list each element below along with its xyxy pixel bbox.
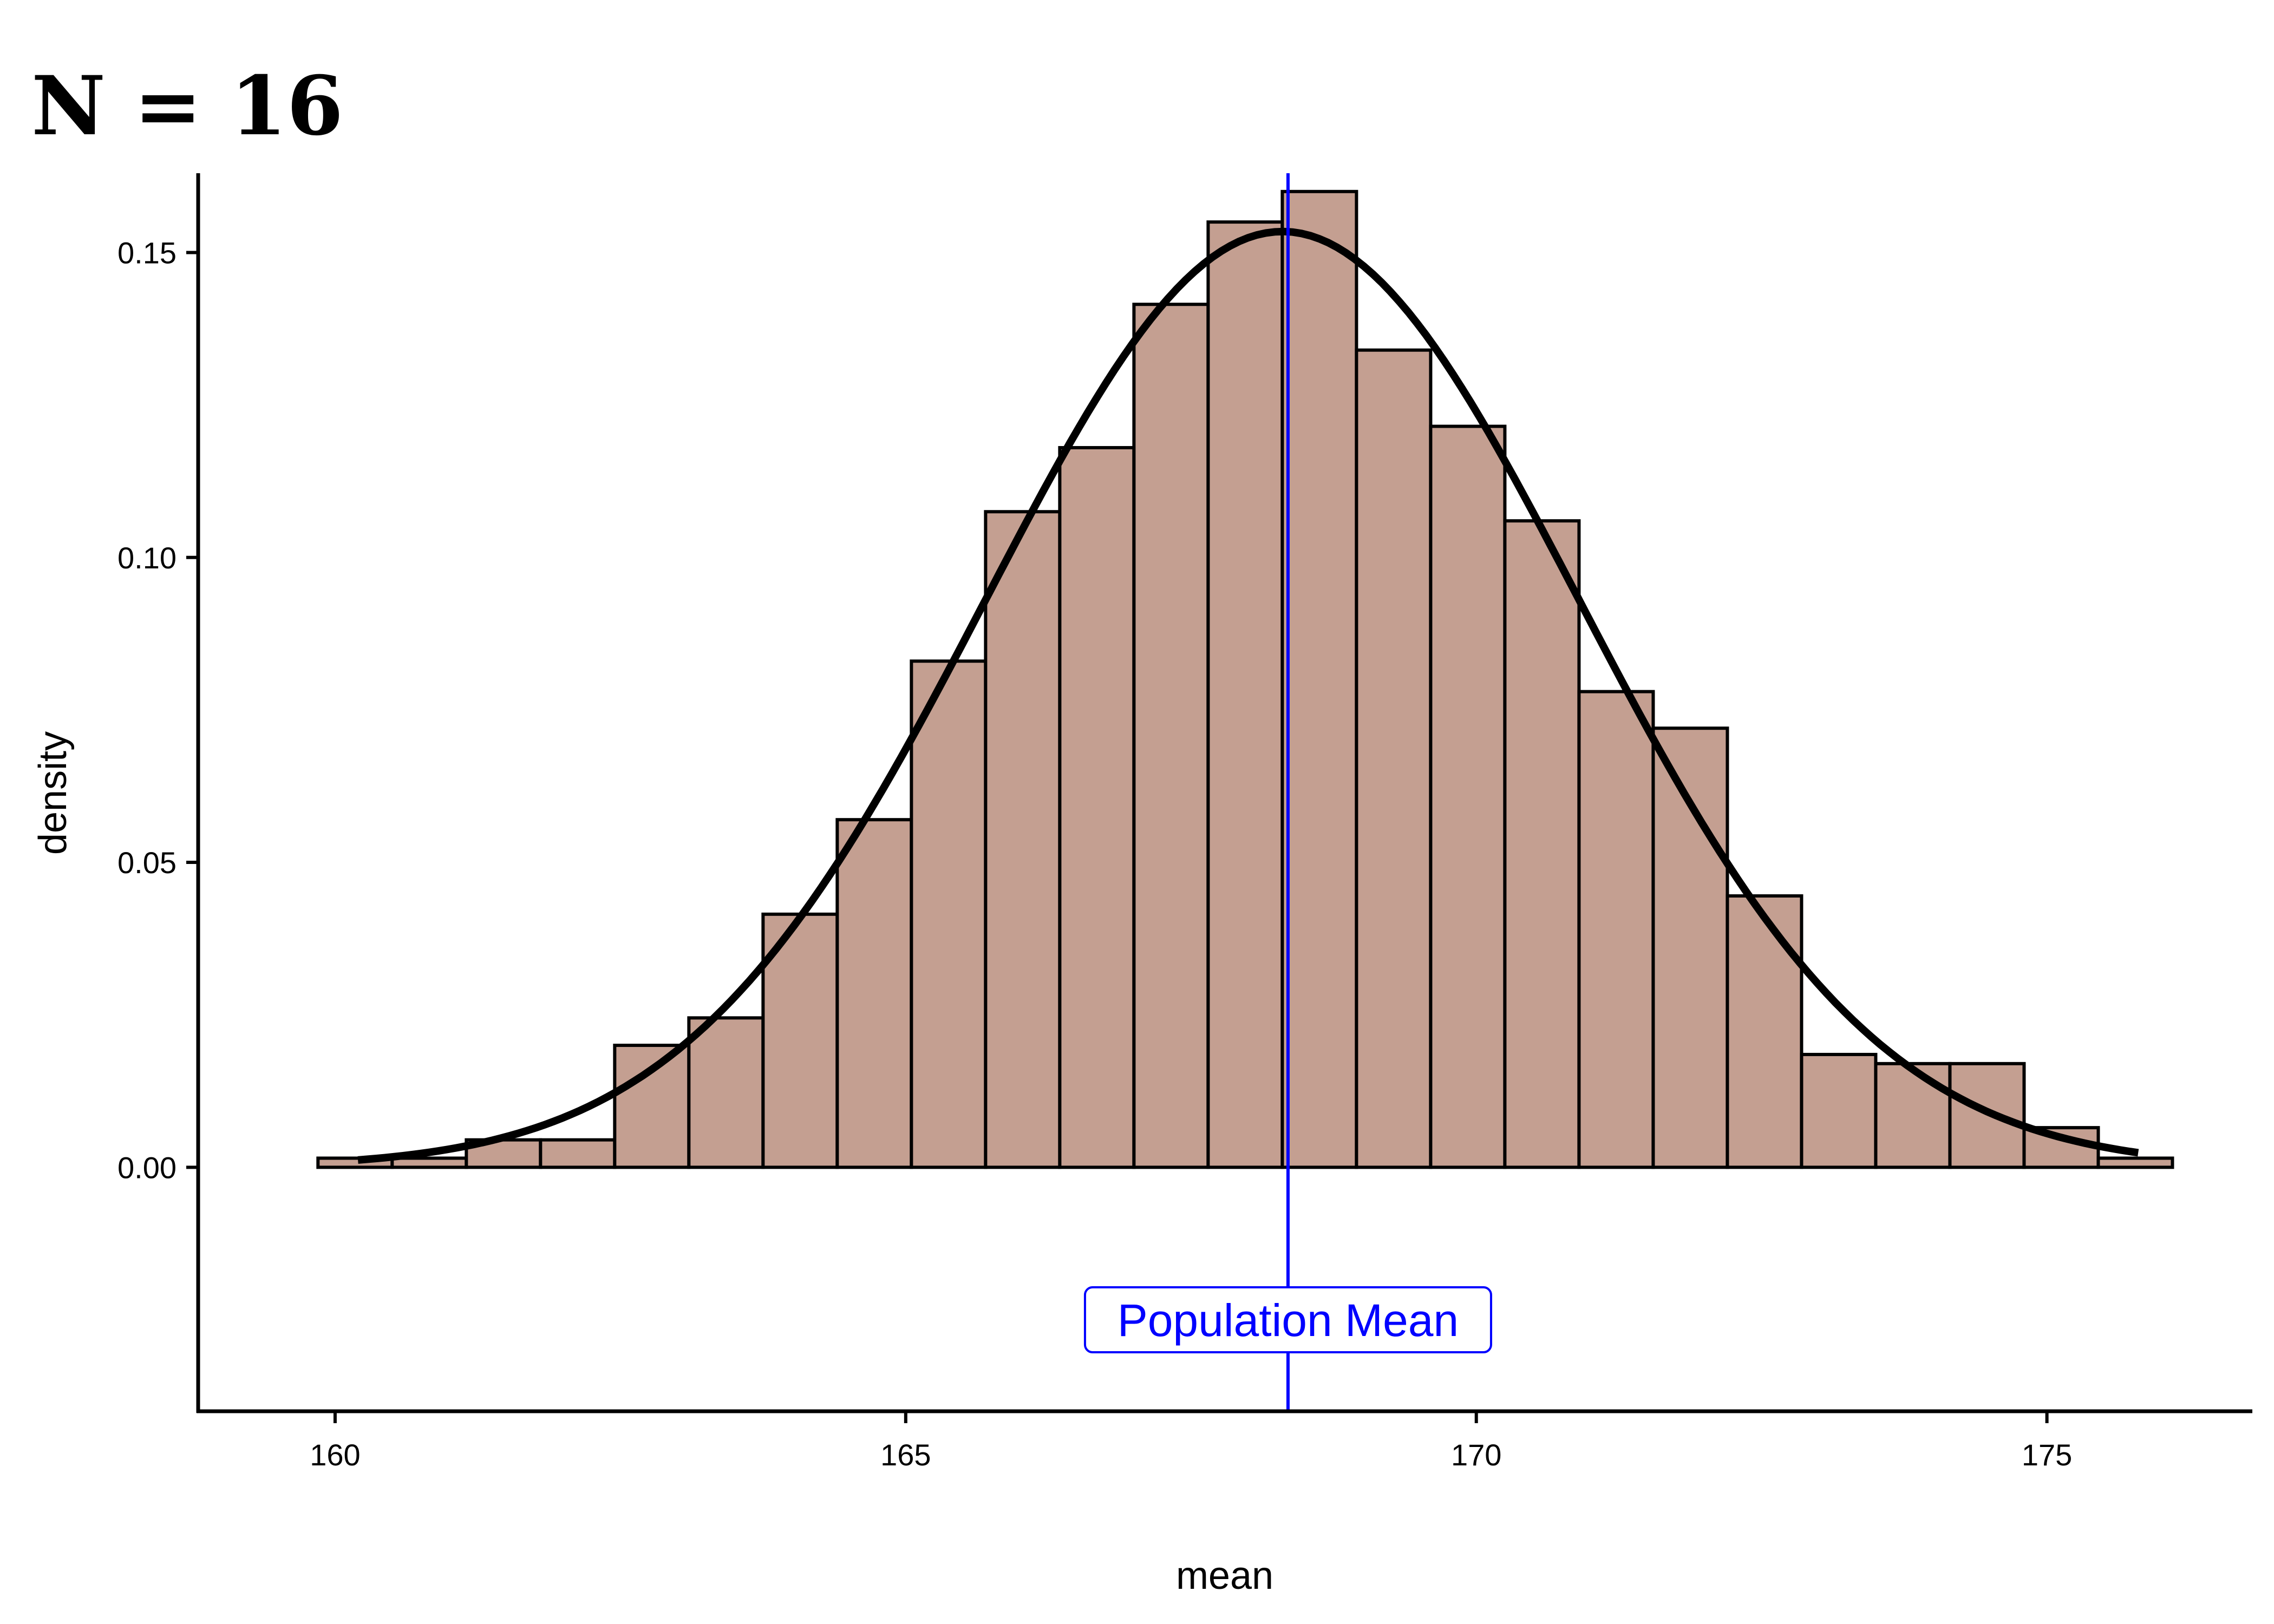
histogram-bar [390,1156,468,1169]
y-tick-label: 0.00 [117,1150,177,1184]
histogram-bar [835,818,913,1169]
histogram-bar [910,659,988,1169]
y-axis-title: density [31,731,75,855]
histogram-bar [984,510,1062,1169]
histogram-bar [1800,1052,1878,1169]
x-tick-label: 165 [880,1438,931,1472]
histogram-bar [1429,424,1507,1169]
histogram-bar [1280,189,1358,1169]
histogram-bar [2096,1156,2174,1169]
normal-density-curve [357,227,2139,1164]
y-tick-label: 0.05 [117,846,177,880]
x-tick-label: 170 [1451,1438,1501,1472]
population-mean-label-box [1083,1286,1492,1354]
histogram-bar [1577,690,1655,1169]
histogram-bar [687,1016,765,1169]
axes: 160 165 170 175 0.00 0.05 0.10 0.15 [117,173,2252,1472]
histogram-bar [1726,894,1803,1169]
y-tick-label: 0.10 [117,541,177,575]
histogram-bar [1206,220,1284,1169]
histogram-bar [1651,726,1729,1169]
histogram-bar [1874,1062,1952,1169]
histogram-bars [316,189,2174,1169]
histogram-bar [1132,303,1210,1169]
chart-title: N = 16 [31,58,343,154]
histogram-bar [1503,519,1581,1169]
y-tick-label: 0.15 [117,235,177,270]
x-axis-title: mean [1176,1554,1273,1597]
histogram-bar [539,1138,617,1169]
population-mean-label: Population Mean [1118,1295,1459,1346]
histogram-bar [1058,446,1136,1169]
x-tick-label: 160 [310,1438,360,1472]
x-tick-label: 175 [2022,1438,2072,1472]
histogram-bar [613,1044,691,1169]
histogram-bar [1355,348,1433,1169]
